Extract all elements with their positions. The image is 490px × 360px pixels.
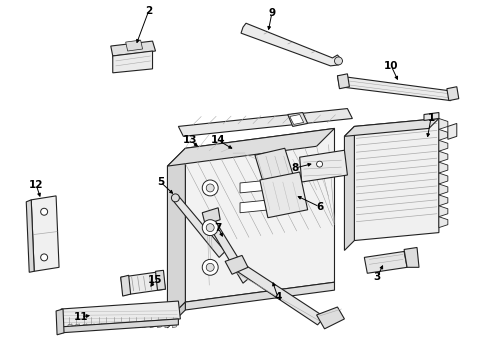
Polygon shape (135, 324, 139, 328)
Polygon shape (240, 180, 270, 193)
Text: 9: 9 (269, 8, 275, 18)
Polygon shape (439, 129, 448, 140)
Text: 12: 12 (29, 180, 44, 190)
Polygon shape (404, 247, 419, 267)
Polygon shape (155, 270, 166, 290)
Text: 7: 7 (215, 222, 222, 233)
Polygon shape (68, 324, 72, 328)
Polygon shape (61, 301, 180, 327)
Circle shape (206, 224, 214, 231)
Polygon shape (202, 208, 220, 225)
Polygon shape (439, 140, 448, 151)
Polygon shape (344, 118, 439, 136)
Polygon shape (111, 41, 155, 56)
Polygon shape (121, 275, 131, 296)
Polygon shape (439, 217, 448, 228)
Polygon shape (120, 324, 124, 328)
Circle shape (335, 57, 343, 65)
Polygon shape (344, 126, 354, 251)
Polygon shape (105, 324, 109, 328)
Polygon shape (113, 324, 117, 328)
Polygon shape (448, 123, 457, 139)
Text: 5: 5 (157, 177, 164, 187)
Polygon shape (168, 148, 185, 320)
Polygon shape (157, 324, 162, 328)
Polygon shape (61, 319, 178, 333)
Polygon shape (338, 74, 349, 89)
Polygon shape (439, 206, 448, 217)
Polygon shape (439, 195, 448, 206)
Polygon shape (90, 324, 95, 328)
Polygon shape (290, 114, 304, 125)
Polygon shape (439, 173, 448, 184)
Polygon shape (150, 324, 154, 328)
Text: 15: 15 (148, 275, 163, 285)
Polygon shape (439, 162, 448, 173)
Polygon shape (240, 200, 270, 213)
Polygon shape (255, 148, 294, 188)
Circle shape (202, 260, 218, 275)
Text: 1: 1 (427, 113, 435, 123)
Polygon shape (75, 324, 79, 328)
Polygon shape (165, 324, 169, 328)
Text: 14: 14 (211, 135, 225, 145)
Circle shape (317, 161, 322, 167)
Polygon shape (288, 113, 308, 126)
Polygon shape (185, 129, 335, 302)
Polygon shape (31, 196, 59, 271)
Polygon shape (113, 51, 152, 73)
Circle shape (206, 264, 214, 271)
Polygon shape (241, 23, 343, 66)
Polygon shape (83, 324, 87, 328)
Polygon shape (128, 324, 132, 328)
Circle shape (206, 184, 214, 192)
Text: 2: 2 (145, 6, 152, 16)
Polygon shape (260, 172, 308, 218)
Polygon shape (168, 302, 185, 328)
Polygon shape (143, 324, 147, 328)
Polygon shape (447, 87, 459, 100)
Polygon shape (317, 307, 344, 329)
Text: 10: 10 (384, 61, 398, 71)
Polygon shape (172, 324, 176, 328)
Text: 4: 4 (274, 292, 281, 302)
Polygon shape (178, 109, 352, 136)
Text: 13: 13 (183, 135, 197, 145)
Polygon shape (439, 184, 448, 195)
Polygon shape (228, 260, 324, 325)
Polygon shape (113, 46, 152, 68)
Polygon shape (185, 282, 335, 310)
Polygon shape (26, 200, 34, 272)
Circle shape (41, 208, 48, 215)
Text: 8: 8 (291, 163, 298, 173)
Polygon shape (121, 271, 166, 295)
Polygon shape (338, 76, 451, 100)
Polygon shape (225, 255, 248, 274)
Polygon shape (125, 40, 143, 51)
Circle shape (41, 254, 48, 261)
Polygon shape (300, 150, 347, 182)
Polygon shape (354, 118, 439, 240)
Circle shape (172, 194, 179, 202)
Polygon shape (98, 324, 102, 328)
Polygon shape (439, 151, 448, 162)
Circle shape (202, 180, 218, 196)
Polygon shape (113, 56, 119, 71)
Text: 6: 6 (316, 202, 323, 212)
Polygon shape (205, 216, 250, 283)
Polygon shape (172, 196, 225, 257)
Text: 11: 11 (74, 312, 88, 322)
Polygon shape (365, 251, 407, 273)
Polygon shape (439, 118, 448, 129)
Text: 3: 3 (373, 272, 381, 282)
Polygon shape (56, 309, 64, 335)
Circle shape (202, 220, 218, 235)
Polygon shape (168, 129, 335, 166)
Polygon shape (424, 113, 439, 121)
